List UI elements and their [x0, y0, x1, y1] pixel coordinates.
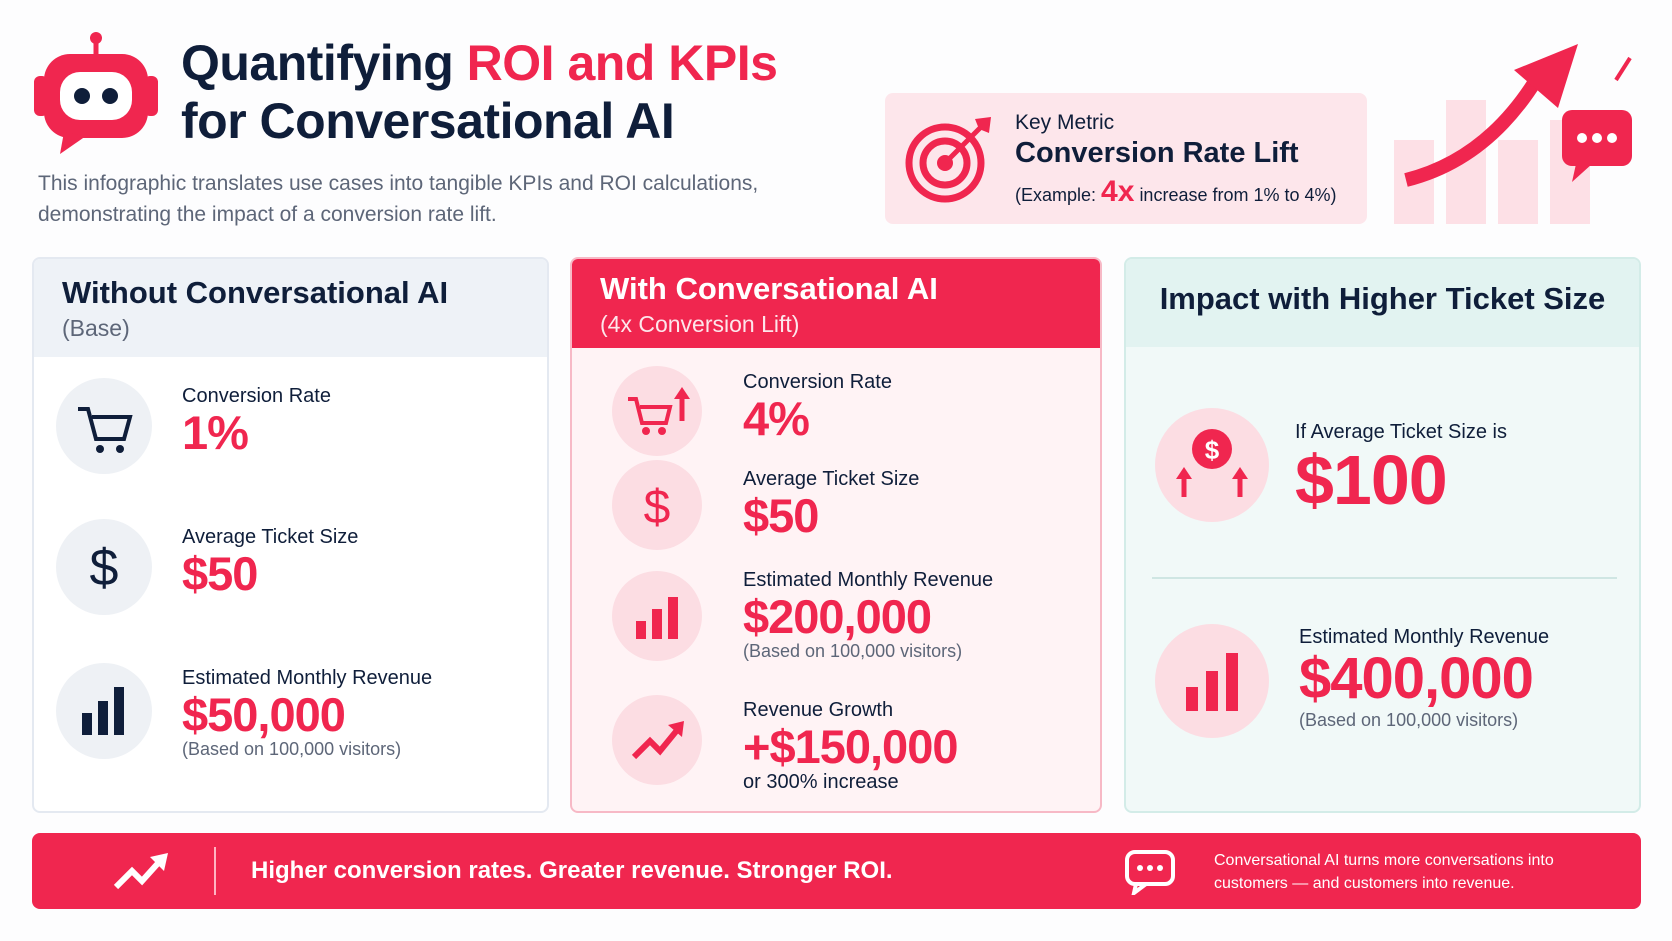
metric-value: $50	[743, 489, 819, 542]
metric-label: Conversion Rate	[743, 371, 892, 393]
metric-label: Revenue Growth	[743, 699, 894, 721]
panel-without: Without Conversational AI (Base) $ Conve…	[32, 257, 549, 813]
key-metric-title: Conversion Rate Lift	[1015, 137, 1299, 169]
footer-banner: Higher conversion rates. Greater revenue…	[32, 833, 1641, 909]
chat-icon	[1125, 850, 1175, 895]
icons: $	[56, 378, 152, 759]
example-prefix: (Example:	[1015, 185, 1097, 205]
metric-label: Estimated Monthly Revenue	[743, 569, 994, 591]
metric-value: $200,000	[743, 590, 932, 643]
metric-value: 1%	[182, 406, 249, 459]
panel-header: With Conversational AI (4x Conversion Li…	[572, 259, 1100, 348]
metric-label: Estimated Monthly Revenue	[1299, 626, 1550, 648]
metric-value: $50	[182, 547, 258, 600]
metric: Conversion Rate 4%	[743, 371, 892, 443]
example-suffix: increase from 1% to 4%)	[1139, 185, 1337, 205]
footer-tagline: Higher conversion rates. Greater revenue…	[251, 857, 893, 884]
metric-note: (Based on 100,000 visitors)	[1299, 709, 1519, 730]
metric-label: Estimated Monthly Revenue	[182, 667, 433, 689]
panel-title: With Conversational AI	[600, 271, 938, 306]
metric-label: Average Ticket Size	[182, 526, 359, 548]
separator	[214, 847, 216, 895]
growth-illustration	[1394, 44, 1632, 224]
metric-label: If Average Ticket Size is	[1295, 421, 1507, 443]
metric: Revenue Growth +$150,000 or 300% increase	[743, 699, 958, 794]
key-metric-example: (Example: 4x increase from 1% to 4%)	[1015, 175, 1337, 209]
footer-note: Conversational AI turns more conversatio…	[1214, 852, 1554, 892]
target-icon	[905, 117, 991, 203]
metric-value: +$150,000	[743, 720, 958, 773]
icons: $	[1155, 408, 1269, 738]
metric: Estimated Monthly Revenue $200,000 (Based …	[743, 569, 993, 662]
metric: Estimated Monthly Revenue $50,000 (Based o…	[182, 667, 432, 760]
metric-note: (Based on 100,000 visitors)	[743, 641, 963, 662]
metric-note: or 300% increase	[743, 771, 899, 794]
metric-label: Average Ticket Size	[743, 468, 920, 490]
panel-header: Impact with Higher Ticket Size	[1126, 259, 1639, 347]
metric-value: $50,000	[182, 688, 346, 741]
metric-note: (Based on 100,000 visitors)	[182, 739, 402, 760]
panel-subtitle: (4x Conversion Lift)	[600, 311, 800, 337]
title-line: Quantifying ROI and KPIs	[181, 35, 778, 91]
panel-title: Impact with Higher Ticket Size	[1159, 281, 1606, 316]
example-highlight: 4x	[1101, 175, 1135, 208]
subtitle: This infographic translates use cases in…	[38, 172, 759, 226]
title-highlight: ROI and KPIs	[466, 35, 778, 91]
panel-subtitle: (Base)	[62, 315, 130, 341]
key-metric-label: Key Metric	[1015, 111, 1115, 134]
svg-text:$: $	[644, 481, 671, 534]
panel-header: Without Conversational AI (Base)	[34, 259, 547, 357]
svg-text:$: $	[90, 539, 119, 597]
metric: Estimated Monthly Revenue $400,000 (Based …	[1299, 626, 1549, 731]
growth-icon	[113, 853, 168, 890]
metric-value: 4%	[743, 392, 810, 445]
divider	[1152, 577, 1617, 579]
metric-value: $100	[1295, 441, 1448, 519]
icons: $	[612, 366, 702, 785]
metric-label: Conversion Rate	[182, 385, 331, 407]
metric: Conversion Rate 1%	[182, 385, 331, 457]
title-lead: Quantifying	[181, 35, 454, 91]
key-metric-card: Key Metric Conversion Rate Lift (Example…	[885, 93, 1367, 224]
metric: Average Ticket Size $50	[743, 468, 919, 540]
panel-title: Without Conversational AI	[62, 275, 449, 310]
title-line-2: for Conversational AI	[181, 93, 675, 149]
panel-impact: Impact with Higher Ticket Size $ If Aver…	[1124, 257, 1641, 813]
svg-text:$: $	[1205, 435, 1220, 465]
panel-with: With Conversational AI (4x Conversion Li…	[570, 257, 1102, 813]
metric: Average Ticket Size $50	[182, 526, 358, 598]
robot-logo	[34, 32, 158, 154]
metric: If Average Ticket Size is $100	[1295, 421, 1507, 518]
metric-value: $400,000	[1299, 646, 1534, 711]
